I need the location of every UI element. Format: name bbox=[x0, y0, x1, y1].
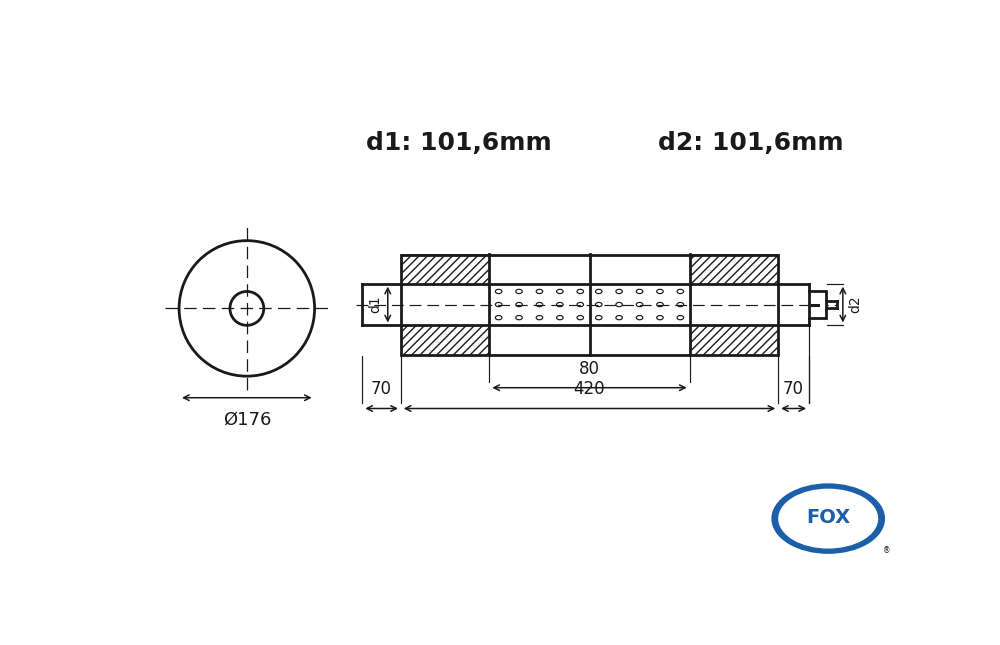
Bar bbox=[401, 255, 778, 355]
Text: FOX: FOX bbox=[806, 508, 850, 528]
Bar bbox=[809, 291, 826, 319]
Bar bbox=[690, 325, 778, 355]
Text: d2: 101,6mm: d2: 101,6mm bbox=[658, 131, 844, 155]
Text: ®: ® bbox=[883, 546, 890, 555]
Text: d2: d2 bbox=[848, 296, 862, 313]
Text: d1: 101,6mm: d1: 101,6mm bbox=[366, 131, 551, 155]
Text: Ø176: Ø176 bbox=[223, 411, 271, 429]
Ellipse shape bbox=[779, 490, 877, 548]
Bar bbox=[401, 255, 489, 284]
Bar bbox=[401, 325, 489, 355]
Text: d1: d1 bbox=[368, 295, 382, 313]
Text: 70: 70 bbox=[371, 381, 392, 399]
Ellipse shape bbox=[773, 485, 884, 553]
Bar bbox=[690, 255, 778, 284]
Text: 80: 80 bbox=[579, 360, 600, 378]
Text: 420: 420 bbox=[574, 381, 605, 399]
Text: 70: 70 bbox=[783, 381, 804, 399]
